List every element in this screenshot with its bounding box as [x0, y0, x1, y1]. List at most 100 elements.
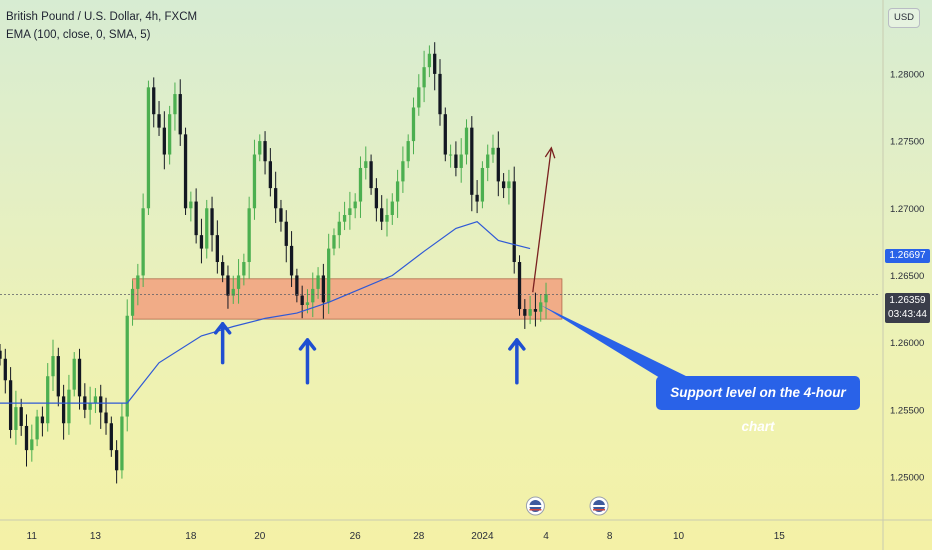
candle-body [199, 235, 204, 249]
candle [0, 343, 2, 366]
candle [258, 134, 262, 162]
candle [390, 193, 394, 225]
candle-body [289, 245, 294, 276]
candle [544, 282, 548, 319]
candle [268, 148, 273, 197]
candle-body [263, 141, 267, 162]
candle-body [46, 376, 50, 424]
candle-body [470, 127, 474, 195]
candle-body [512, 181, 516, 263]
candle [199, 218, 204, 264]
candle [321, 263, 326, 319]
candle [284, 210, 288, 263]
candle [152, 77, 156, 128]
economic-event-icon [525, 496, 545, 516]
candle [210, 196, 214, 252]
candle-body [390, 201, 394, 215]
candle-body [157, 114, 161, 128]
candle [93, 388, 98, 414]
candle [327, 233, 331, 314]
support-arrow-head [508, 338, 526, 351]
candle-body [210, 208, 214, 236]
callout-pointer [540, 305, 690, 378]
candle [215, 220, 219, 274]
price-axis-tick-label: 1.27500 [890, 137, 924, 148]
candle-body [417, 87, 421, 108]
ema-price-tag: 1.26697 [885, 249, 930, 263]
candle [385, 198, 389, 237]
candle [443, 107, 447, 162]
candle [512, 166, 516, 274]
candle-body [242, 262, 246, 276]
candle [14, 390, 18, 445]
candle [189, 191, 193, 222]
candle [517, 255, 522, 316]
candle-body [104, 412, 108, 424]
candle-body [130, 288, 135, 316]
candle [311, 272, 315, 318]
candle-body [14, 407, 18, 430]
candle [72, 352, 76, 397]
candle-body [167, 114, 172, 155]
candle [364, 146, 368, 180]
time-axis-tick-label: 20 [254, 531, 266, 542]
candles-group [0, 42, 548, 484]
candle-body [178, 94, 182, 135]
time-axis-tick-label: 4 [543, 531, 549, 542]
price-axis-tick-label: 1.25000 [890, 473, 924, 484]
candle-body [152, 87, 156, 115]
candle-body [353, 201, 357, 209]
candle [125, 299, 129, 432]
ema-line [0, 221, 531, 404]
candle [464, 119, 469, 165]
candle-body [93, 396, 98, 404]
indicator-legend[interactable]: EMA (100, close, 0, SMA, 5) [6, 29, 151, 41]
candle-body [395, 181, 400, 202]
candle-body [496, 147, 500, 182]
candle-body [433, 53, 437, 74]
candle-body [337, 221, 341, 236]
candle-body [19, 407, 23, 426]
candle [422, 50, 426, 103]
candle [274, 171, 278, 224]
candle [130, 280, 135, 326]
currency-selector[interactable]: USD [888, 8, 920, 28]
candle-body [486, 154, 490, 168]
candle-body [523, 309, 527, 316]
candle-body [358, 167, 363, 202]
candle-body [284, 221, 288, 246]
time-axis-tick-label: 13 [90, 531, 102, 542]
candle [316, 267, 320, 299]
candle [226, 265, 230, 309]
candle-body [88, 403, 92, 410]
candle [19, 398, 23, 436]
candle [491, 134, 495, 163]
candle [194, 188, 198, 244]
candle-body [194, 201, 198, 236]
candle-body [374, 188, 379, 209]
candle [157, 101, 161, 136]
candle [88, 386, 92, 425]
candle-body [305, 302, 310, 306]
time-axis-tick-label: 28 [413, 531, 425, 542]
candle [56, 347, 60, 407]
candle-body [120, 416, 124, 471]
candle [120, 403, 124, 479]
candle [401, 146, 405, 193]
candle-body [364, 161, 368, 168]
candle-body [247, 208, 251, 263]
candle-body [72, 358, 76, 390]
candle-body [311, 288, 315, 303]
support-callout[interactable]: Support level on the 4-hour chart [656, 376, 860, 434]
candle-body [205, 208, 209, 249]
candle-body [438, 73, 442, 115]
candle [411, 97, 416, 155]
time-axis-tick-label: 26 [350, 531, 362, 542]
candle-body [141, 208, 145, 276]
candle-body [226, 275, 230, 296]
candle-body [321, 275, 326, 303]
candle-body [475, 194, 479, 202]
candle [533, 292, 538, 327]
